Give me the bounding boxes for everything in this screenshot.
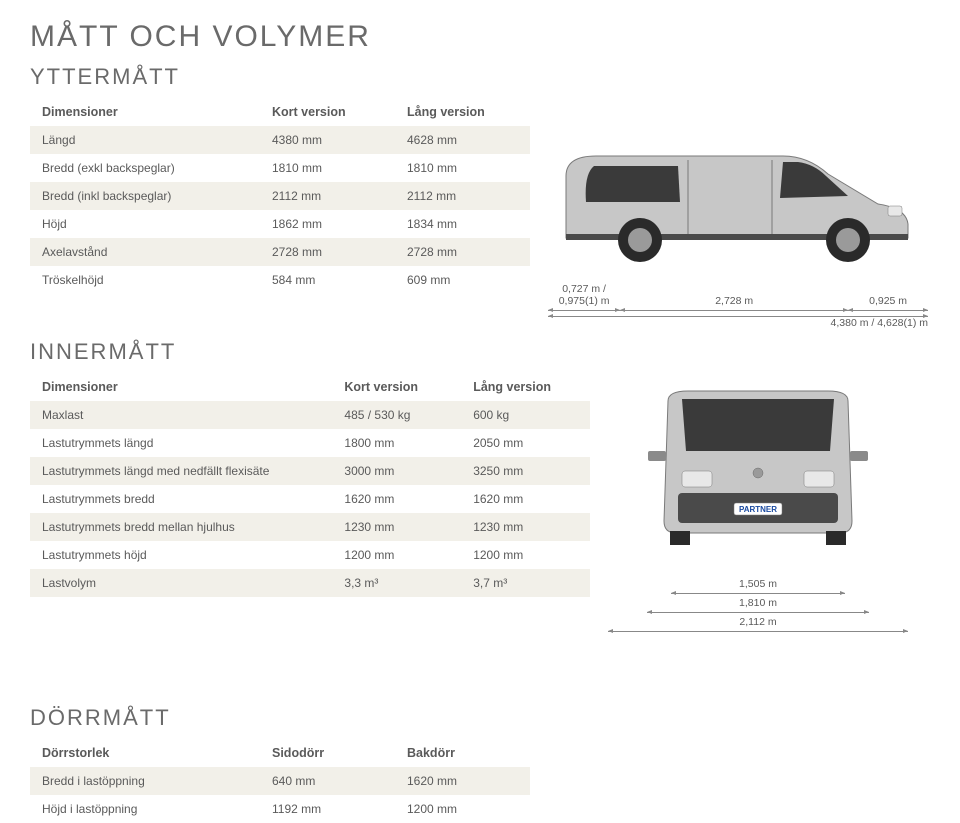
table-innermatt: Dimensioner Kort version Lång version Ma… xyxy=(30,373,590,597)
table-row: Tröskelhöjd584 mm609 mm xyxy=(30,266,530,294)
table-row: Lastutrymmets bredd mellan hjulhus1230 m… xyxy=(30,513,590,541)
section-title-ytter: YTTERMÅTT xyxy=(30,64,930,90)
table-row: Bredd (inkl backspeglar)2112 mm2112 mm xyxy=(30,182,530,210)
van-front-icon: PARTNER xyxy=(608,381,908,571)
dim-label: 2,112 m xyxy=(739,616,776,628)
table-row: Lastvolym3,3 m³3,7 m³ xyxy=(30,569,590,597)
page-title: MÅTT OCH VOLYMER xyxy=(30,20,930,54)
table-row: Bredd (exkl backspeglar)1810 mm1810 mm xyxy=(30,154,530,182)
table-row: Höjd1862 mm1834 mm xyxy=(30,210,530,238)
dim-label: 1,810 m xyxy=(739,597,777,609)
col-header: Lång version xyxy=(395,98,530,126)
section-title-door: DÖRRMÅTT xyxy=(30,705,930,731)
vehicle-side-figure: 0,727 m / 0,975(1) m 2,728 m 0,925 m 4,3… xyxy=(548,116,928,329)
table-row: Axelavstånd2728 mm2728 mm xyxy=(30,238,530,266)
dim-label: 0,925 m xyxy=(869,295,907,307)
table-dorrmatt: Dörrstorlek Sidodörr Bakdörr Bredd i las… xyxy=(30,739,530,823)
van-side-icon xyxy=(548,116,928,276)
row-innermatt: Dimensioner Kort version Lång version Ma… xyxy=(30,373,930,635)
col-header: Dimensioner xyxy=(30,98,260,126)
side-dimension-row: 0,727 m / 0,975(1) m 2,728 m 0,925 m xyxy=(548,283,928,311)
row-yttermatt: Dimensioner Kort version Lång version Lä… xyxy=(30,98,930,329)
dim-label: 4,380 m / 4,628(1) m xyxy=(831,317,928,329)
table-row: Bredd i lastöppning640 mm1620 mm xyxy=(30,767,530,795)
dim-label: 0,975(1) m xyxy=(559,295,610,307)
col-header: Dörrstorlek xyxy=(30,739,260,767)
table-row: Längd4380 mm4628 mm xyxy=(30,126,530,154)
table-row: Maxlast485 / 530 kg600 kg xyxy=(30,401,590,429)
vehicle-front-figure: PARTNER 1,505 m 1,810 m 2,112 m xyxy=(608,381,908,635)
col-header: Sidodörr xyxy=(260,739,395,767)
table-header-row: Dimensioner Kort version Lång version xyxy=(30,373,590,401)
table-yttermatt: Dimensioner Kort version Lång version Lä… xyxy=(30,98,530,294)
col-header: Kort version xyxy=(260,98,395,126)
table-row: Lastutrymmets längd1800 mm2050 mm xyxy=(30,429,590,457)
col-header: Bakdörr xyxy=(395,739,530,767)
dim-label: 2,728 m xyxy=(715,295,753,307)
front-dimension-block: 1,505 m 1,810 m 2,112 m xyxy=(608,578,908,632)
section-title-inner: INNERMÅTT xyxy=(30,339,930,365)
table-header-row: Dimensioner Kort version Lång version xyxy=(30,98,530,126)
side-dimension-total: 4,380 m / 4,628(1) m xyxy=(548,313,928,329)
table-row: Höjd i lastöppning1192 mm1200 mm xyxy=(30,795,530,823)
table-row: Lastutrymmets höjd1200 mm1200 mm xyxy=(30,541,590,569)
col-header: Dimensioner xyxy=(30,373,332,401)
dim-label: 0,727 m / xyxy=(562,283,606,295)
col-header: Lång version xyxy=(461,373,590,401)
table-row: Lastutrymmets bredd1620 mm1620 mm xyxy=(30,485,590,513)
table-row: Lastutrymmets längd med nedfällt flexisä… xyxy=(30,457,590,485)
table-header-row: Dörrstorlek Sidodörr Bakdörr xyxy=(30,739,530,767)
badge-label: PARTNER xyxy=(739,505,777,514)
col-header: Kort version xyxy=(332,373,461,401)
dim-label: 1,505 m xyxy=(739,578,777,590)
